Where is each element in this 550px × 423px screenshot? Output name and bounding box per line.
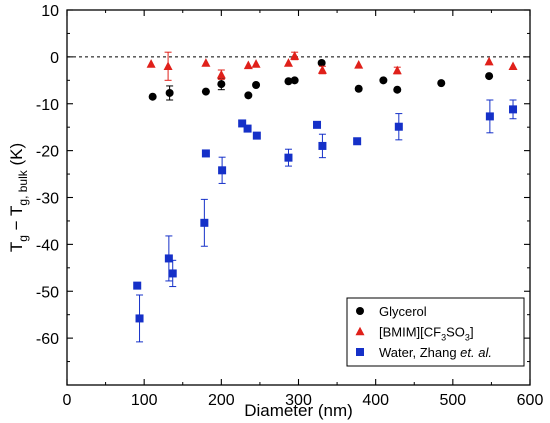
y-axis-title: Tg − Tg, bulk (K) bbox=[7, 143, 30, 252]
y-tick-label: 10 bbox=[41, 3, 59, 20]
legend-label-text: SO bbox=[446, 325, 465, 340]
data-point bbox=[201, 87, 210, 96]
y-tick-label: -20 bbox=[36, 144, 59, 161]
y-axis-title-part: (K) bbox=[7, 143, 26, 170]
data-point bbox=[379, 76, 388, 85]
data-point bbox=[509, 105, 518, 114]
x-tick-label: 400 bbox=[362, 392, 389, 409]
data-point bbox=[238, 119, 247, 128]
legend-box bbox=[346, 297, 525, 367]
y-tick-label: -10 bbox=[36, 97, 59, 114]
y-axis-title-part: T bbox=[7, 242, 26, 252]
data-point bbox=[218, 166, 227, 175]
plot-area bbox=[67, 51, 530, 343]
data-point bbox=[317, 65, 327, 74]
x-tick-label: 0 bbox=[63, 392, 72, 409]
x-tick-label: 600 bbox=[517, 392, 544, 409]
legend-label: [BMIM][CF3SO3] bbox=[379, 325, 474, 343]
legend-label-text: [BMIM][CF bbox=[379, 325, 441, 340]
legend-label: Water, Zhang et. al. bbox=[379, 345, 492, 360]
legend-label-text: ] bbox=[470, 325, 474, 340]
data-point bbox=[165, 88, 174, 97]
x-axis-title: Diameter (nm) bbox=[244, 401, 353, 420]
series-triangle bbox=[146, 51, 518, 81]
data-point bbox=[313, 120, 322, 129]
legend-label-text: Glycerol bbox=[379, 304, 427, 319]
data-point bbox=[252, 131, 261, 140]
legend-label-subscript: 3 bbox=[441, 333, 446, 343]
data-point bbox=[244, 91, 253, 100]
data-point bbox=[394, 122, 403, 131]
y-axis-title-part: − T bbox=[7, 206, 26, 235]
data-point bbox=[163, 61, 173, 71]
legend: Glycerol[BMIM][CF3SO3]Water, Zhang et. a… bbox=[346, 297, 525, 367]
x-tick-label: 500 bbox=[439, 392, 466, 409]
data-point bbox=[164, 254, 173, 263]
legend-label-italic: et. al. bbox=[460, 345, 492, 360]
data-point bbox=[200, 218, 209, 227]
y-axis-title-subscript: g bbox=[16, 235, 30, 242]
data-point bbox=[317, 58, 326, 67]
series-square bbox=[133, 99, 518, 343]
y-tick-label: -50 bbox=[36, 284, 59, 301]
data-point bbox=[201, 149, 210, 158]
data-point bbox=[392, 65, 402, 75]
data-point bbox=[243, 124, 252, 133]
data-point bbox=[353, 137, 362, 146]
series-circle bbox=[148, 58, 494, 101]
x-tick-label: 300 bbox=[285, 392, 312, 409]
data-point bbox=[354, 60, 364, 69]
legend-marker bbox=[356, 348, 364, 356]
legend-marker bbox=[355, 326, 365, 336]
data-point bbox=[133, 281, 142, 290]
data-point bbox=[393, 85, 402, 94]
legend-marker bbox=[356, 307, 364, 315]
data-point bbox=[201, 58, 211, 67]
data-point bbox=[354, 84, 363, 93]
data-point bbox=[243, 60, 253, 70]
data-point bbox=[485, 112, 494, 121]
x-tick-label: 200 bbox=[208, 392, 235, 409]
y-axis-title-subscript: g, bulk bbox=[16, 169, 30, 205]
x-tick-label: 100 bbox=[131, 392, 158, 409]
data-point bbox=[290, 76, 299, 85]
data-point bbox=[135, 314, 144, 323]
legend-label-text: Water, Zhang bbox=[379, 345, 460, 360]
data-point bbox=[216, 69, 226, 79]
y-tick-label: -40 bbox=[36, 237, 59, 254]
legend-label-subscript: 3 bbox=[465, 333, 470, 343]
data-point bbox=[437, 79, 446, 88]
data-point bbox=[284, 153, 293, 162]
data-point bbox=[290, 51, 300, 60]
data-point bbox=[284, 77, 293, 86]
data-point bbox=[168, 269, 177, 278]
data-point bbox=[148, 92, 157, 101]
data-point bbox=[484, 56, 494, 66]
data-point bbox=[252, 81, 261, 89]
data-point bbox=[485, 72, 494, 81]
data-point bbox=[283, 58, 293, 67]
data-point bbox=[251, 59, 261, 68]
y-tick-label: -30 bbox=[36, 191, 59, 208]
axes: 0 100 200 300 400 500 600100-10-20-30-40-50-60… bbox=[7, 3, 543, 420]
data-point bbox=[318, 141, 327, 150]
legend-label: Glycerol bbox=[379, 304, 427, 319]
y-tick-label: 0 bbox=[50, 50, 59, 67]
data-point bbox=[146, 59, 156, 68]
data-point bbox=[217, 80, 226, 89]
y-tick-label: -60 bbox=[36, 331, 59, 348]
data-point bbox=[508, 61, 518, 71]
